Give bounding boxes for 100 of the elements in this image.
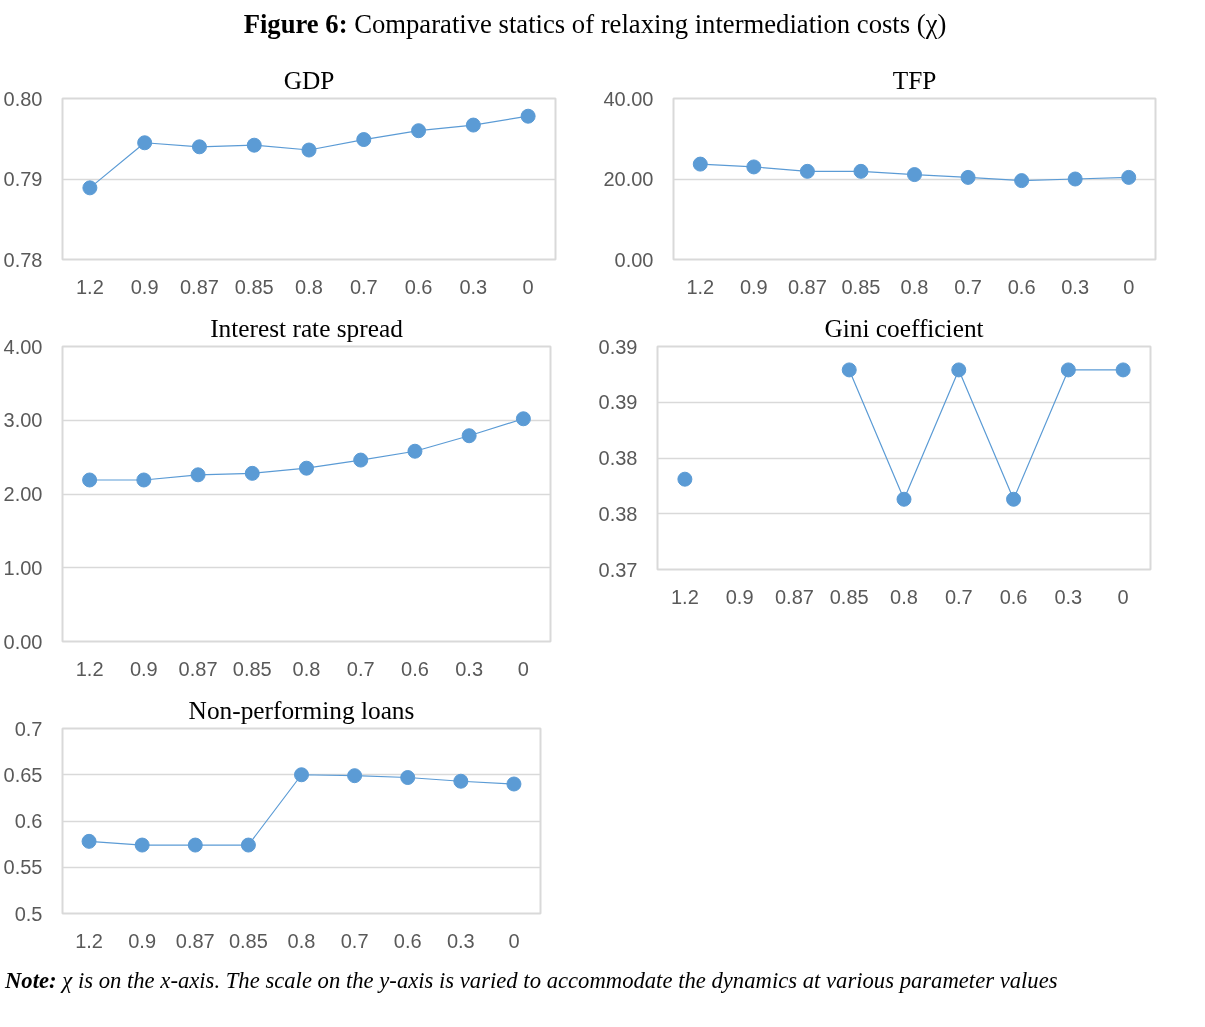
x-tick-label: 0.8: [292, 657, 321, 680]
x-tick-label: 0.8: [295, 275, 323, 298]
y-tick-label: 40.00: [603, 87, 654, 110]
point: [82, 180, 98, 196]
x-tick-label: 1.2: [670, 585, 699, 608]
y-tick-label: 0.38: [598, 502, 638, 525]
chart-title: TFP: [892, 65, 937, 94]
point: [1121, 170, 1137, 185]
x-tick-label: 0.3: [1054, 585, 1083, 608]
y-tick-label: 0.00: [3, 630, 43, 653]
x-tick-label: 0.8: [890, 585, 918, 608]
x-tick-label: 0.9: [739, 275, 768, 298]
y-tick-label: 0.78: [3, 248, 43, 271]
x-tick-label: 0.85: [234, 275, 274, 298]
x-tick-label: 0.3: [446, 929, 475, 952]
point: [190, 467, 206, 483]
x-tick-label: 0.9: [129, 657, 158, 680]
y-tick-label: 3.00: [3, 409, 43, 432]
y-tick-label: 1.00: [3, 556, 43, 579]
point: [746, 159, 762, 175]
point: [411, 123, 427, 139]
point: [1014, 173, 1030, 189]
point: [1006, 491, 1022, 507]
point: [240, 837, 256, 853]
chart-title: Interest rate spread: [210, 313, 404, 342]
x-tick-label: 0.9: [725, 585, 754, 608]
point: [81, 833, 97, 849]
point: [461, 428, 477, 444]
chart-title: GDP: [283, 65, 335, 94]
y-tick-label: 0.7: [14, 717, 43, 740]
point: [799, 163, 815, 179]
point: [294, 767, 309, 783]
x-tick-label: 1.2: [75, 275, 104, 298]
point: [1115, 362, 1131, 378]
y-tick-label: 0.55: [3, 856, 43, 879]
point: [520, 108, 536, 124]
point: [347, 768, 363, 784]
point: [853, 163, 869, 179]
x-tick-label: 0.3: [1061, 275, 1090, 298]
x-tick-label: 0.7: [944, 585, 973, 608]
point: [907, 167, 922, 183]
x-tick-label: 1.2: [75, 657, 104, 680]
x-tick-label: 0.3: [459, 275, 488, 298]
point: [506, 776, 522, 792]
x-tick-label: 0.87: [787, 275, 827, 298]
x-tick-label: 1.2: [686, 275, 715, 298]
x-tick-label: 0.87: [175, 929, 215, 952]
x-tick-label: 0.87: [178, 657, 218, 680]
point: [353, 452, 369, 468]
y-tick-label: 20.00: [603, 168, 654, 191]
point: [356, 132, 372, 148]
point: [1060, 362, 1076, 378]
x-tick-label: 0.7: [349, 275, 378, 298]
point: [1067, 171, 1083, 187]
point: [453, 773, 469, 789]
x-tick-label: 0.87: [179, 275, 219, 298]
y-tick-label: 0.5: [14, 902, 43, 925]
x-tick-label: 0.6: [1007, 275, 1036, 298]
y-tick-label: 0.37: [598, 558, 638, 581]
x-tick-label: 0: [517, 657, 529, 680]
y-tick-label: 0.39: [598, 391, 638, 414]
text: Note: χ is on the x-axis. The scale on the y-axis is varied to accommodate the dynamics at various parameter values: [5, 968, 1058, 994]
point: [896, 491, 912, 507]
x-tick-label: 1.2: [75, 929, 103, 952]
x-tick-label: 0.7: [346, 657, 375, 680]
x-tick-label: 0.6: [999, 585, 1028, 608]
y-tick-label: 0.38: [598, 447, 638, 470]
point: [960, 170, 976, 185]
x-tick-label: 0.85: [228, 929, 268, 952]
x-tick-label: 0.9: [128, 929, 157, 952]
point: [82, 472, 98, 488]
point: [407, 443, 423, 459]
point: [400, 770, 416, 786]
y-tick-label: 2.00: [3, 483, 43, 506]
point: [191, 139, 207, 155]
point: [136, 472, 152, 488]
x-tick-label: 0.6: [404, 275, 433, 298]
y-tick-label: 0.79: [3, 168, 43, 191]
point: [951, 362, 967, 378]
x-tick-label: 0.7: [954, 275, 982, 298]
x-tick-label: 0.6: [401, 657, 429, 680]
x-tick-label: 0: [1117, 585, 1129, 608]
x-tick-label: 0.6: [393, 929, 422, 952]
point: [677, 471, 693, 487]
x-tick-label: 0.85: [829, 585, 869, 608]
x-tick-label: 0.87: [774, 585, 814, 608]
y-tick-label: 0.6: [14, 810, 43, 833]
point: [465, 117, 481, 133]
point: [301, 142, 317, 158]
point: [246, 137, 262, 153]
point: [515, 411, 531, 427]
y-tick-label: 0.00: [614, 248, 654, 271]
chart-title: Gini coefficient: [824, 313, 984, 342]
x-tick-label: 0.8: [287, 929, 316, 952]
y-tick-label: 4.00: [3, 335, 43, 358]
chart-title: Non-performing loans: [188, 695, 415, 724]
y-tick-label: 0.80: [3, 87, 43, 110]
point: [137, 135, 153, 151]
point: [299, 460, 314, 476]
x-tick-label: 0.85: [841, 275, 881, 298]
